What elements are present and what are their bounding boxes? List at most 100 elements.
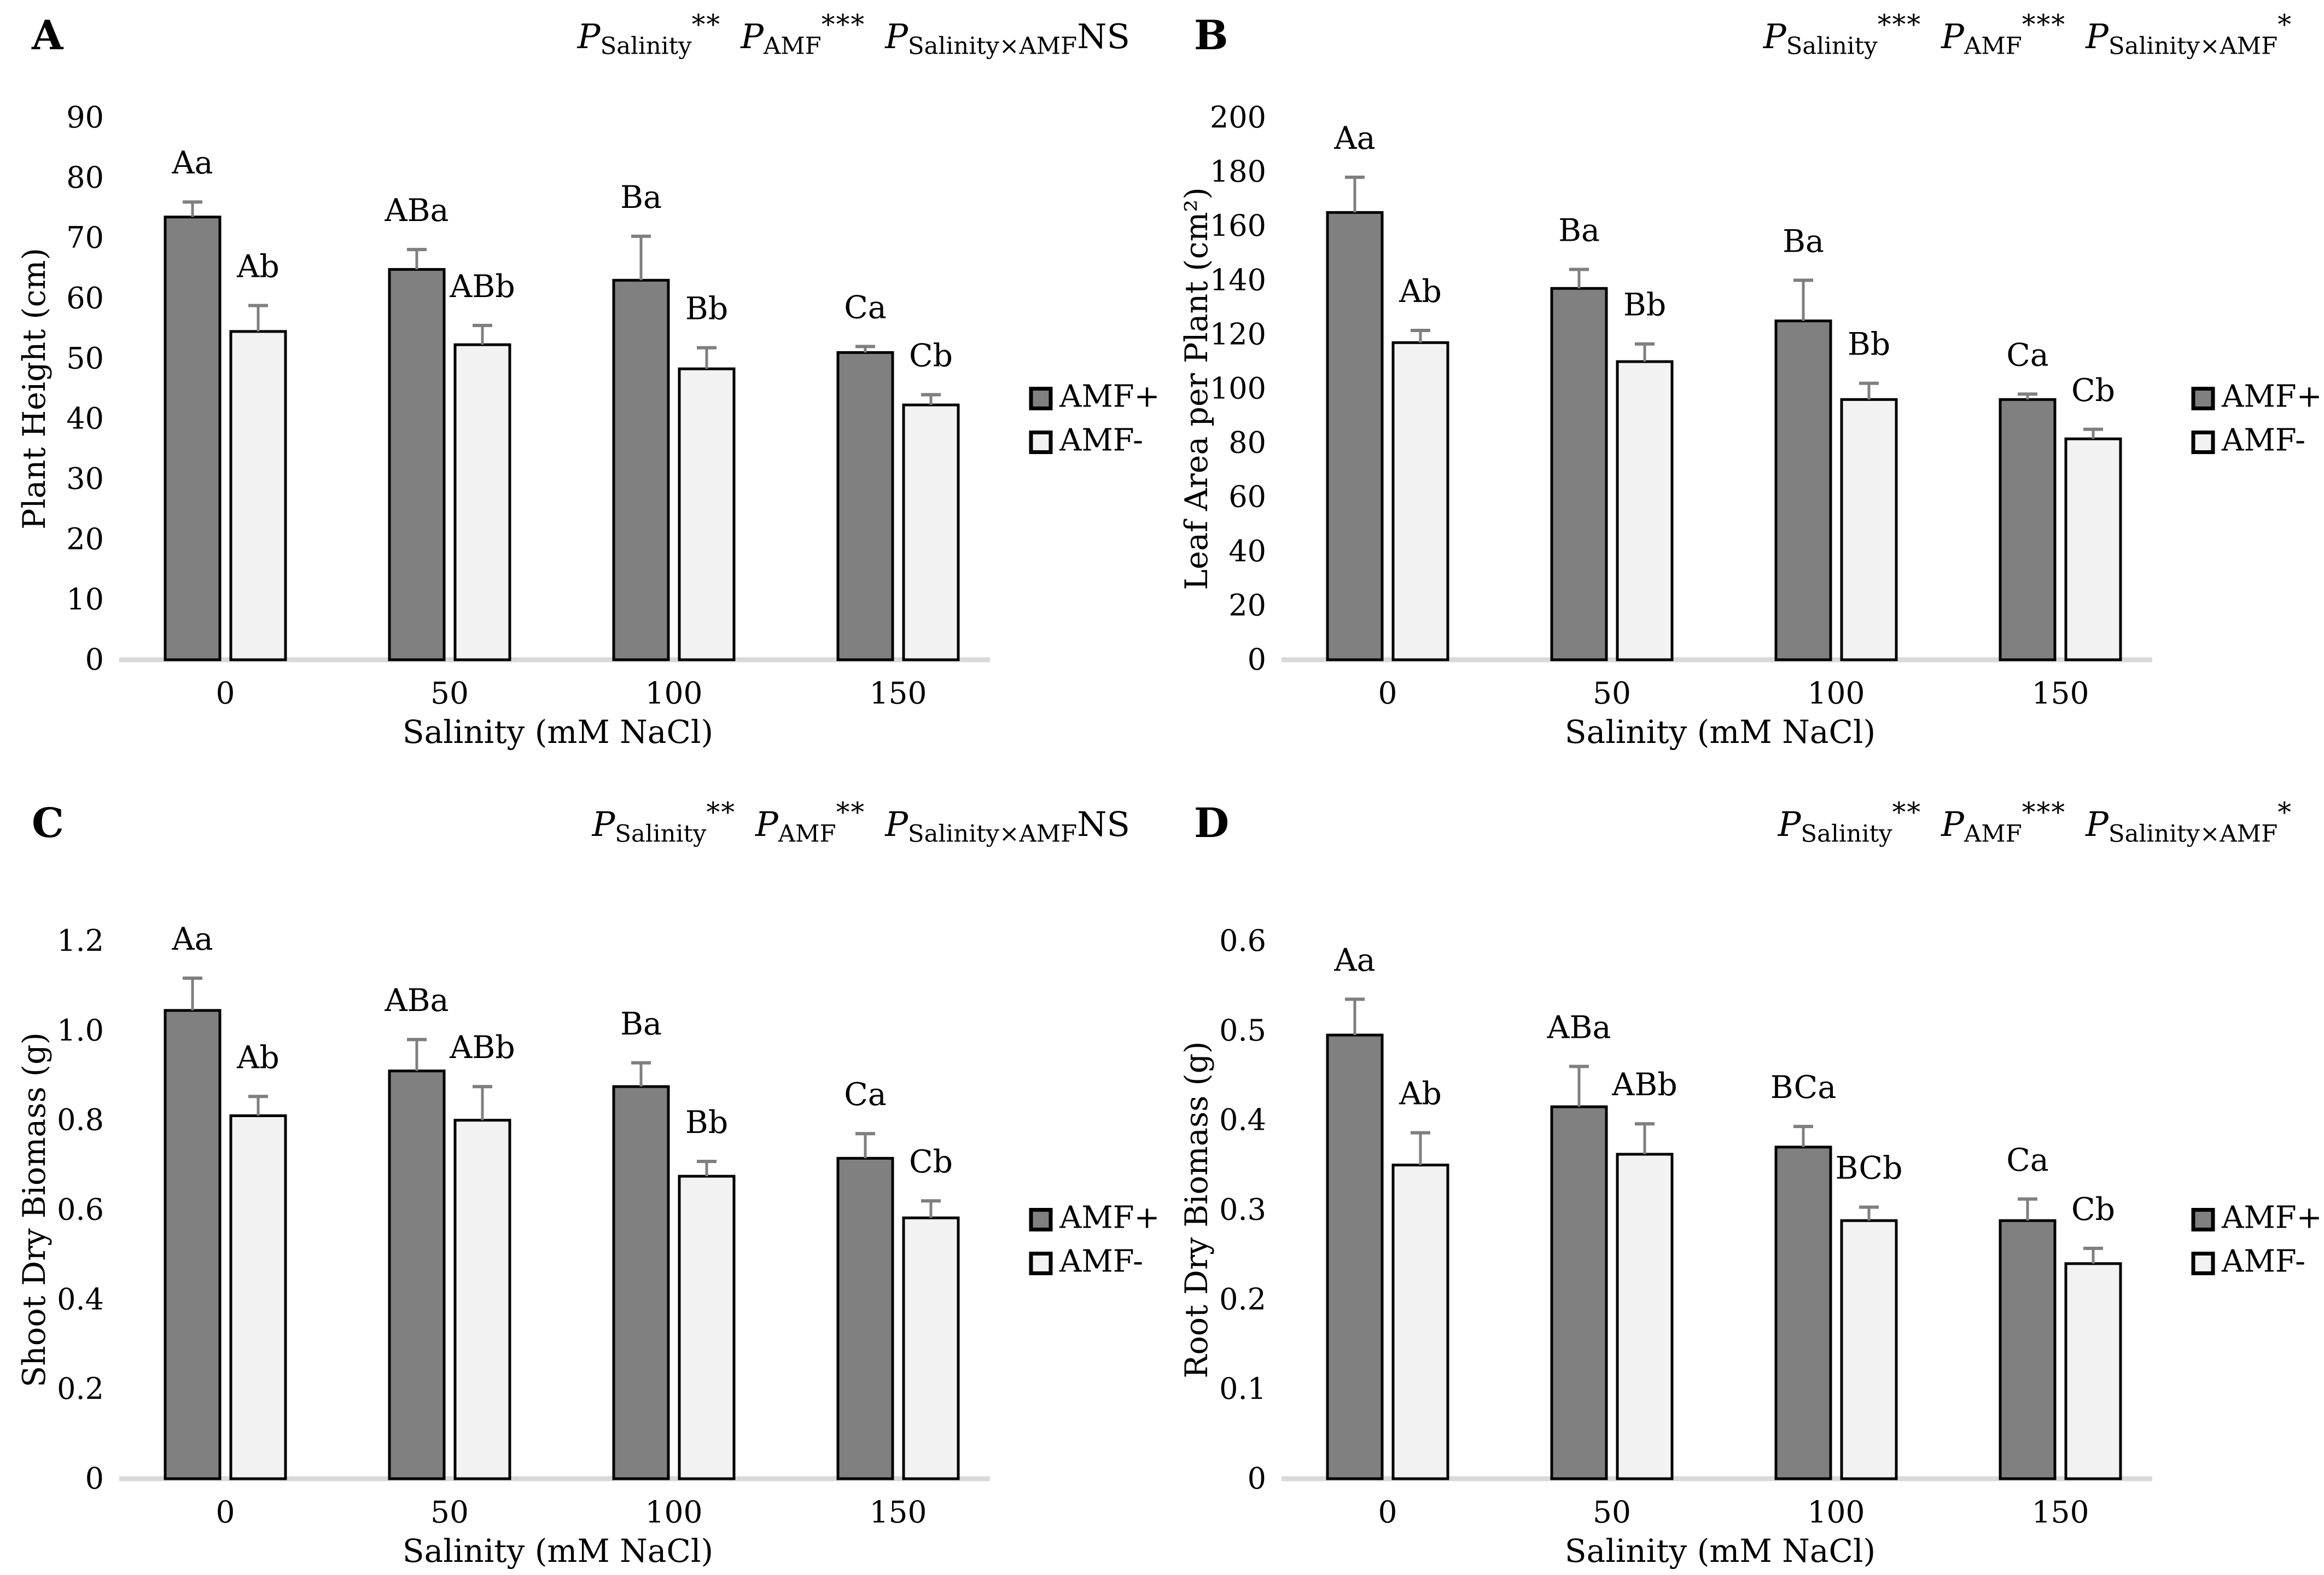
panel-D: 0 0.1 0.2 0.3 0.4 0.5 0.6 Root Dry Biomass (g) A… [1162,788,2324,1575]
y-tick-label: 60 [1228,480,1266,514]
significance-label: Aa [171,145,213,181]
p-significance: ** [836,797,866,828]
bar-AMF--150 [902,403,960,661]
x-tick-label: 150 [2032,676,2089,711]
bar-AMF+-150 [836,1156,894,1480]
y-tick-label: 80 [1228,426,1266,460]
p-significance: * [2278,797,2292,828]
significance-label: Aa [1333,120,1375,156]
y-tick-label: 0.6 [1219,923,1266,958]
p-subscript: AMF [1964,32,2022,60]
p-significance: ** [1892,797,1922,828]
bar-AMF+-0 [164,216,222,661]
legend-label: AMF- [2221,1244,2305,1280]
x-tick-label: 150 [870,1495,927,1530]
y-tick-label: 0.1 [1219,1371,1266,1406]
bar-AMF+-100 [612,278,670,661]
y-tick-label: 40 [1228,534,1266,568]
p-subscript: Salinity×AMF [2108,820,2278,848]
y-tick-label: 40 [66,402,104,436]
x-tick-label: 100 [645,676,703,711]
p-significance: ** [706,797,736,828]
x-tick-label: 50 [430,676,469,711]
x-tick-label: 50 [430,1495,469,1530]
p-annotation-C: PSalinity** PAMF** PSalinity×AMFNS [592,797,1130,847]
p-subscript: AMF [1964,820,2022,848]
chart-root-dry-biomass: 0 0.1 0.2 0.3 0.4 0.5 0.6 Root Dry Biomass (g) A… [1162,788,2324,1575]
significance-label: Cb [2071,373,2115,409]
panel-A: 0 10 20 30 40 50 60 70 80 90 Plant Height (cm) Aa AB… [0,0,1162,787]
bar-AMF--100 [678,1175,736,1480]
y-tick-label: 0 [1248,642,1266,677]
p-annotation-B: PSalinity*** PAMF*** PSalinity×AMF* [1763,9,2292,60]
significance-label: Ba [1783,223,1824,259]
significance-label: BCb [1835,1150,1902,1187]
y-tick-label: 1.2 [57,923,104,958]
significance-label: Cb [2071,1192,2115,1228]
legend-swatch-AMF+ [2191,1208,2215,1231]
p-subscript: Salinity [615,820,707,848]
bar-AMF--50 [453,1119,511,1480]
significance-label: Ba [620,1006,662,1042]
legend-label: AMF+ [2221,1200,2322,1236]
p-symbol: P [1778,804,1801,844]
p-significance: NS [1077,16,1130,56]
p-symbol: P [577,16,601,56]
legend-swatch-AMF- [2191,1252,2215,1275]
p-subscript: AMF [778,820,836,848]
chart-svg-C: 0 0.2 0.4 0.6 0.8 1.0 1.2 Shoot Dry Biomass (g)… [16,921,1160,1570]
significance-label: ABb [449,1030,515,1066]
x-tick-label: 100 [645,1495,703,1530]
significance-label: Ab [1399,1076,1442,1112]
y-tick-label: 30 [66,462,104,496]
significance-label: ABb [1611,1067,1678,1103]
legend-label: AMF- [1059,1244,1143,1280]
p-symbol: P [885,804,908,844]
p-term: PSalinity*** [1763,9,1921,60]
significance-label: BCa [1770,1070,1837,1106]
chart-svg-B: 0 20 40 60 80 100 120 140 160 180 200 Leaf Area per… [1179,100,2322,751]
y-tick-label: 0 [85,1461,104,1496]
x-axis-title: Salinity (mM NaCl) [1565,713,1875,751]
y-tick-label: 0.2 [57,1371,104,1406]
bar-AMF--50 [1616,1153,1674,1480]
p-subscript: Salinity×AMF [907,820,1077,848]
y-axis-title: Plant Height (cm) [16,248,53,530]
p-significance: * [2278,9,2292,40]
significance-label: ABb [449,269,515,305]
legend-swatch-AMF- [1029,431,1053,454]
p-subscript: Salinity×AMF [907,32,1077,60]
x-axis-title: Salinity (mM NaCl) [1565,1532,1875,1570]
p-term: PSalinity×AMF* [2086,9,2292,60]
significance-label: Bb [1848,327,1890,363]
y-tick-label: 120 [1210,317,1266,351]
legend-swatch-AMF+ [1029,1208,1053,1231]
bar-AMF+-0 [1326,211,1384,661]
significance-label: Ab [1399,274,1442,310]
y-tick-label: 90 [66,100,104,135]
panel-C: 0 0.2 0.4 0.6 0.8 1.0 1.2 Shoot Dry Biomass (g)… [0,788,1162,1575]
y-tick-label: 0.4 [57,1282,104,1316]
y-tick-label: 0 [1248,1461,1266,1496]
significance-label: Cb [909,338,953,374]
y-tick-label: 0.5 [1219,1013,1266,1048]
p-symbol: P [2086,16,2109,56]
bar-AMF--50 [453,343,511,661]
significance-label: Ab [236,1039,279,1076]
significance-label: ABa [384,193,449,229]
x-tick-label: 100 [1808,676,1865,711]
bar-AMF--150 [2064,1262,2122,1480]
bar-AMF--0 [1391,341,1449,661]
y-axis-title: Shoot Dry Biomass (g) [16,1032,53,1387]
p-subscript: Salinity [600,32,692,60]
significance-label: Aa [171,921,213,957]
bar-AMF+-100 [612,1085,670,1480]
p-annotation-D: PSalinity** PAMF*** PSalinity×AMF* [1778,797,2292,847]
significance-label: Ca [844,1077,887,1113]
significance-label: Aa [1333,943,1375,979]
p-annotation-A: PSalinity** PAMF*** PSalinity×AMFNS [578,9,1130,60]
p-term: PSalinity×AMFNS [885,16,1130,60]
p-term: PSalinity×AMFNS [885,804,1130,848]
bar-AMF+-0 [164,1009,222,1480]
